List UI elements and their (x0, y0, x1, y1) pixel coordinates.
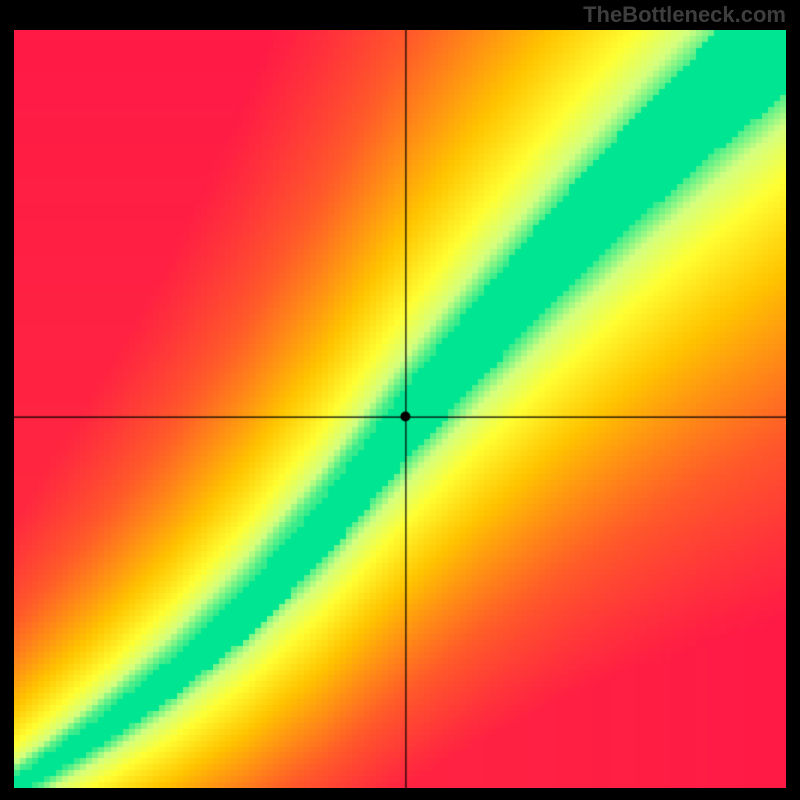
chart-container: TheBottleneck.com (0, 0, 800, 800)
watermark-text: TheBottleneck.com (583, 2, 786, 28)
bottleneck-heatmap-canvas (14, 30, 786, 788)
